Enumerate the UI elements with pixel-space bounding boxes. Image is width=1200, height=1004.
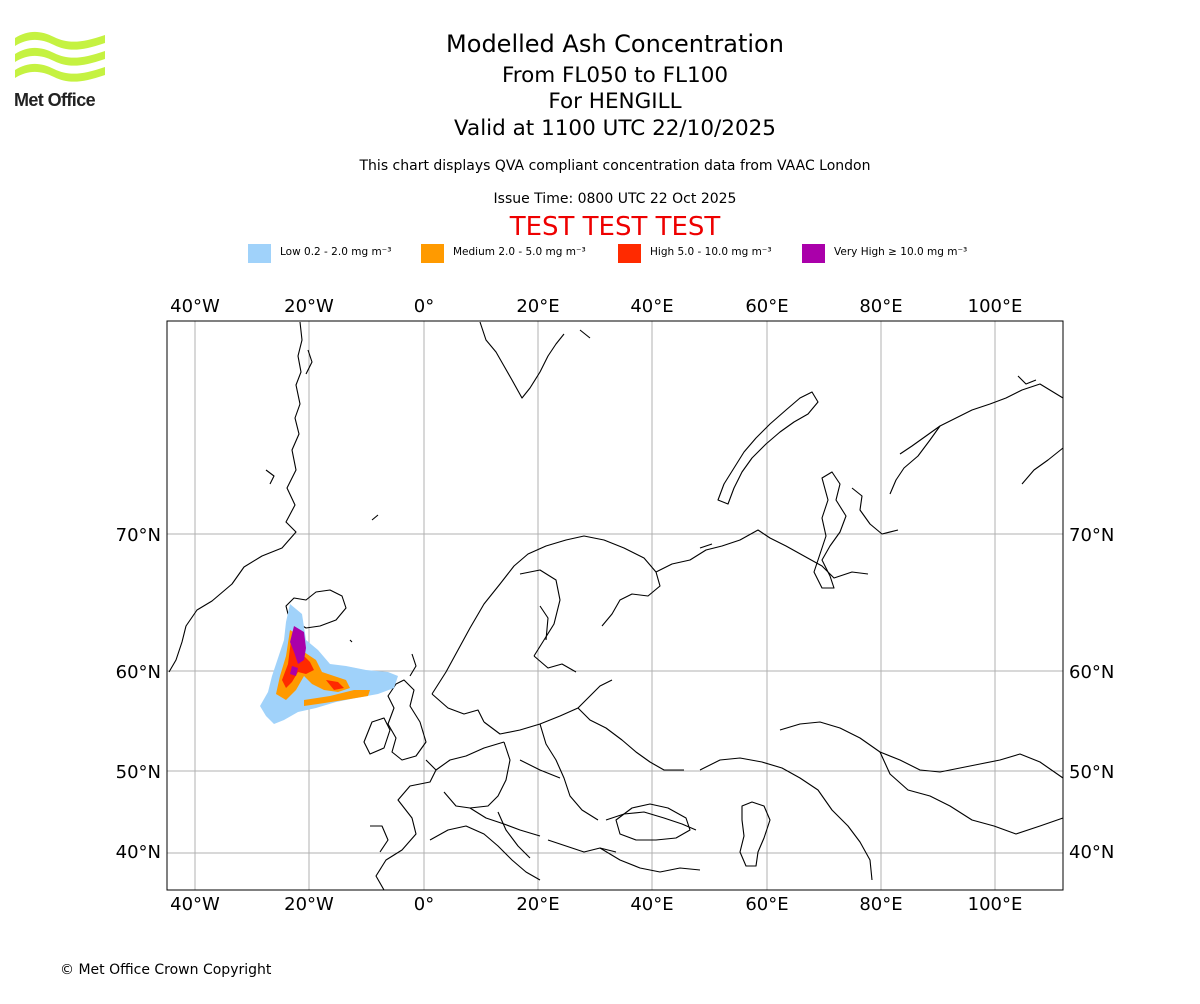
- lon-tick-label: 100°E: [968, 296, 1023, 317]
- lat-tick-label: 40°N: [1069, 842, 1114, 863]
- lon-tick-label: 0°: [414, 894, 434, 915]
- lon-tick-label: 80°E: [859, 894, 902, 915]
- lon-tick-label: 100°E: [968, 894, 1023, 915]
- ash-area-low: [260, 604, 398, 724]
- copyright-notice: © Met Office Crown Copyright: [60, 962, 272, 978]
- lat-tick-label: 40°N: [116, 842, 161, 863]
- issue-time: Issue Time: 0800 UTC 22 Oct 2025: [493, 191, 737, 207]
- lon-labels-top: 40°W 20°W 0° 20°E 40°E 60°E 80°E 100°E: [170, 296, 1022, 317]
- lon-tick-label: 20°W: [284, 296, 334, 317]
- lon-tick-label: 40°W: [170, 894, 220, 915]
- lon-tick-label: 20°E: [516, 296, 559, 317]
- lat-tick-label: 70°N: [1069, 525, 1114, 546]
- test-banner: TEST TEST TEST: [509, 212, 721, 242]
- lon-tick-label: 20°E: [516, 894, 559, 915]
- map-frame: [166, 320, 1064, 891]
- legend-label-very-high: Very High ≥ 10.0 mg m⁻³: [834, 246, 968, 258]
- legend-swatch-medium: [421, 244, 444, 263]
- lat-labels-left: 70°N 60°N 50°N 40°N: [116, 525, 161, 863]
- lat-tick-label: 70°N: [116, 525, 161, 546]
- valid-time: Valid at 1100 UTC 22/10/2025: [453, 116, 776, 141]
- chart-title: Modelled Ash Concentration: [446, 30, 784, 58]
- lon-labels-bottom: 40°W 20°W 0° 20°E 40°E 60°E 80°E 100°E: [170, 894, 1022, 915]
- met-office-logo: Met Office: [14, 30, 106, 112]
- lat-tick-label: 50°N: [116, 762, 161, 783]
- lon-tick-label: 0°: [414, 296, 434, 317]
- compliance-note: This chart displays QVA compliant concen…: [359, 158, 871, 174]
- lon-tick-label: 40°E: [630, 894, 673, 915]
- lon-tick-label: 40°W: [170, 296, 220, 317]
- met-office-logo-text: Met Office: [14, 90, 96, 110]
- map-gridlines: [167, 321, 1063, 890]
- volcano-name: For HENGILL: [548, 89, 682, 114]
- lat-tick-label: 60°N: [116, 662, 161, 683]
- met-office-wave-icon: [15, 31, 105, 82]
- coastlines: [168, 321, 1064, 891]
- lat-tick-label: 60°N: [1069, 662, 1114, 683]
- lon-tick-label: 80°E: [859, 296, 902, 317]
- ash-area-very-high: [290, 626, 306, 676]
- lon-tick-label: 60°E: [745, 296, 788, 317]
- lat-tick-label: 50°N: [1069, 762, 1114, 783]
- lat-labels-right: 70°N 60°N 50°N 40°N: [1069, 525, 1114, 863]
- flight-levels: From FL050 to FL100: [501, 63, 729, 88]
- legend-label-medium: Medium 2.0 - 5.0 mg m⁻³: [453, 246, 586, 258]
- lon-tick-label: 40°E: [630, 296, 673, 317]
- ash-plume: [260, 604, 398, 724]
- legend-swatch-very-high: [802, 244, 825, 263]
- legend-swatch-high: [618, 244, 641, 263]
- lon-tick-label: 20°W: [284, 894, 334, 915]
- lon-tick-label: 60°E: [745, 894, 788, 915]
- legend-swatch-low: [248, 244, 271, 263]
- legend-label-low: Low 0.2 - 2.0 mg m⁻³: [280, 246, 392, 258]
- legend-label-high: High 5.0 - 10.0 mg m⁻³: [650, 246, 772, 258]
